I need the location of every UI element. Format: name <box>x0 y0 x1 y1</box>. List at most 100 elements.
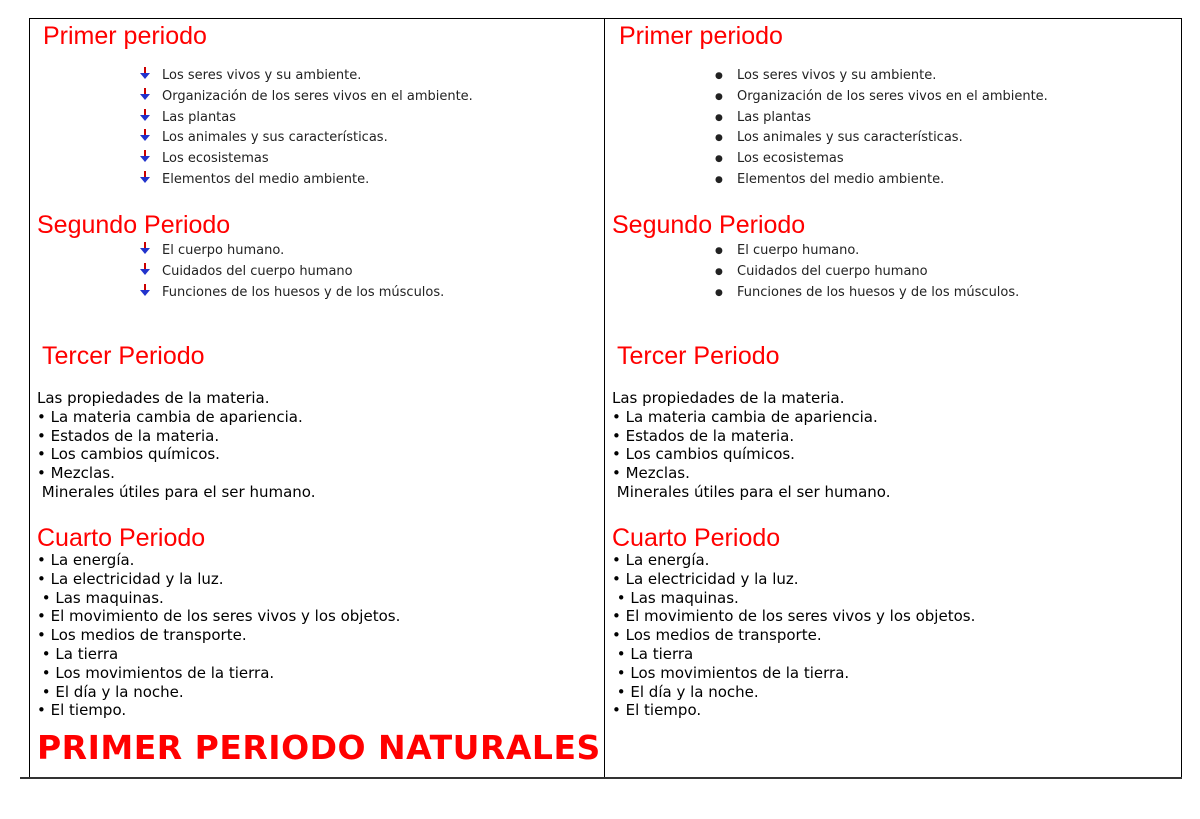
topic-lines-tercer: Las propiedades de la materia. • La mater… <box>612 389 890 502</box>
heading-tercer-periodo: Tercer Periodo <box>42 342 205 370</box>
list-item-text: Funciones de los huesos y de los músculo… <box>162 284 445 300</box>
topic-lines-tercer: Las propiedades de la materia. • La mater… <box>37 389 315 502</box>
bullet-dot-icon: ● <box>715 174 723 185</box>
list-item: Las plantas <box>133 108 473 129</box>
list-item-text: El cuerpo humano. <box>737 243 860 258</box>
list-item: ● Las plantas <box>708 108 1048 129</box>
arrow-down-icon <box>133 262 162 283</box>
list-item: ● Los seres vivos y su ambiente. <box>708 66 1048 87</box>
text-line: • Las maquinas. <box>612 588 739 607</box>
bullet-dot-icon: ● <box>715 133 723 144</box>
bullet-dot-icon: ● <box>715 112 723 123</box>
list-item-text: El cuerpo humano. <box>162 243 285 258</box>
list-item-text: Cuidados del cuerpo humano <box>162 263 353 279</box>
arrow-down-icon <box>133 170 162 191</box>
text-line: • Los movimientos de la tierra. <box>612 663 850 682</box>
text-line: • El día y la noche. <box>37 682 184 701</box>
list-item-text: Organización de los seres vivos en el am… <box>737 88 1048 104</box>
text-line: • La tierra <box>37 644 119 663</box>
list-item: Cuidados del cuerpo humano <box>133 262 444 283</box>
topic-list-primer: ● Los seres vivos y su ambiente. ● Organiza… <box>708 66 1048 191</box>
text-line: • El tiempo. <box>612 701 702 720</box>
text-line: Las propiedades de la materia. <box>612 389 845 407</box>
list-item-text: Elementos del medio ambiente. <box>162 171 370 187</box>
column-1: Primer periodo Segundo Periodo Tercer Peri… <box>29 0 604 780</box>
text-line: • Estados de la materia. <box>612 426 795 445</box>
list-item: Organización de los seres vivos en el am… <box>133 87 473 108</box>
topic-list-primer: Los seres vivos y su ambiente. Organizaci… <box>133 66 473 191</box>
text-line: • La electricidad y la luz. <box>612 569 799 588</box>
topic-lines-cuarto: • La energía. • La electricidad y la luz.… <box>612 551 975 720</box>
heading-segundo-periodo: Segundo Periodo <box>612 211 806 239</box>
text-line: • El movimiento de los seres vivos y los… <box>612 607 976 626</box>
bullet-dot-icon: ● <box>715 287 723 298</box>
list-item: ● Organización de los seres vivos en el a… <box>708 87 1048 108</box>
heading-cuarto-periodo: Cuarto Periodo <box>612 524 781 552</box>
list-item-text: Elementos del medio ambiente. <box>737 171 945 187</box>
list-item-text: Los ecosistemas <box>737 151 844 167</box>
list-item: Elementos del medio ambiente. <box>133 170 473 191</box>
topic-list-segundo: ● El cuerpo humano. ● Cuidados del cuerpo h… <box>708 241 1019 303</box>
text-line: • La energía. <box>37 551 135 569</box>
arrow-down-icon <box>133 149 162 170</box>
text-line: • Los medios de transporte. <box>612 626 822 645</box>
text-line: • La electricidad y la luz. <box>37 569 224 588</box>
list-item: ● Los animales y sus características. <box>708 128 1048 149</box>
text-line: • Estados de la materia. <box>37 426 220 445</box>
list-item: ● Los ecosistemas <box>708 149 1048 170</box>
bullet-dot-icon: ● <box>715 154 723 165</box>
text-line: • La materia cambia de apariencia. <box>37 407 303 426</box>
list-item-text: Los animales y sus características. <box>737 130 963 146</box>
text-line: • Mezclas. <box>37 464 115 483</box>
text-line: • Mezclas. <box>612 464 690 483</box>
arrow-down-icon <box>133 128 162 149</box>
list-item: Los ecosistemas <box>133 149 473 170</box>
arrow-down-icon <box>133 66 162 87</box>
text-line: Minerales útiles para el ser humano. <box>37 482 316 501</box>
list-item: ● Elementos del medio ambiente. <box>708 170 1048 191</box>
text-line: • Los cambios químicos. <box>612 445 795 464</box>
arrow-down-icon <box>133 87 162 108</box>
heading-primer-periodo: Primer periodo <box>43 22 207 50</box>
text-line: Minerales útiles para el ser humano. <box>612 482 891 501</box>
bullet-dot-icon: ● <box>715 246 723 256</box>
heading-segundo-periodo: Segundo Periodo <box>37 211 231 239</box>
list-item-text: Los seres vivos y su ambiente. <box>162 68 362 83</box>
footer-title: PRIMER PERIODO NATURALES <box>37 728 601 767</box>
list-item: ● Cuidados del cuerpo humano <box>708 262 1019 283</box>
heading-cuarto-periodo: Cuarto Periodo <box>37 524 206 552</box>
bullet-dot-icon: ● <box>715 71 723 81</box>
text-line: • Los movimientos de la tierra. <box>37 663 275 682</box>
column-2: Primer periodo Segundo Periodo Tercer Peri… <box>604 0 1179 780</box>
text-line: • Los cambios químicos. <box>37 445 220 464</box>
bullet-dot-icon: ● <box>715 91 723 102</box>
list-item: Los seres vivos y su ambiente. <box>133 66 473 87</box>
heading-tercer-periodo: Tercer Periodo <box>617 342 780 370</box>
text-line: Las propiedades de la materia. <box>37 389 270 407</box>
heading-primer-periodo: Primer periodo <box>619 22 783 50</box>
column-divider <box>604 18 605 778</box>
list-item: Los animales y sus características. <box>133 128 473 149</box>
list-item-text: Cuidados del cuerpo humano <box>737 263 928 279</box>
arrow-down-icon <box>133 283 162 304</box>
list-item: Funciones de los huesos y de los músculo… <box>133 283 444 304</box>
text-line: • Los medios de transporte. <box>37 626 247 645</box>
text-line: • Las maquinas. <box>37 588 164 607</box>
text-line: • La materia cambia de apariencia. <box>612 407 878 426</box>
list-item-text: Organización de los seres vivos en el am… <box>162 88 473 104</box>
text-line: • El movimiento de los seres vivos y los… <box>37 607 401 626</box>
list-item-text: Los animales y sus características. <box>162 130 388 146</box>
text-line: • La tierra <box>612 644 694 663</box>
arrow-down-icon <box>133 108 162 129</box>
bullet-dot-icon: ● <box>715 266 723 277</box>
list-item: ● El cuerpo humano. <box>708 241 1019 262</box>
topic-lines-cuarto: • La energía. • La electricidad y la luz.… <box>37 551 400 720</box>
list-item: El cuerpo humano. <box>133 241 444 262</box>
arrow-down-icon <box>133 241 162 262</box>
text-line: • El día y la noche. <box>612 682 759 701</box>
list-item: ● Funciones de los huesos y de los múscul… <box>708 283 1019 304</box>
topic-list-segundo: El cuerpo humano. Cuidados del cuerpo hum… <box>133 241 444 303</box>
list-item-text: Los ecosistemas <box>162 151 269 167</box>
list-item-text: Las plantas <box>737 109 812 125</box>
text-line: • El tiempo. <box>37 701 127 720</box>
